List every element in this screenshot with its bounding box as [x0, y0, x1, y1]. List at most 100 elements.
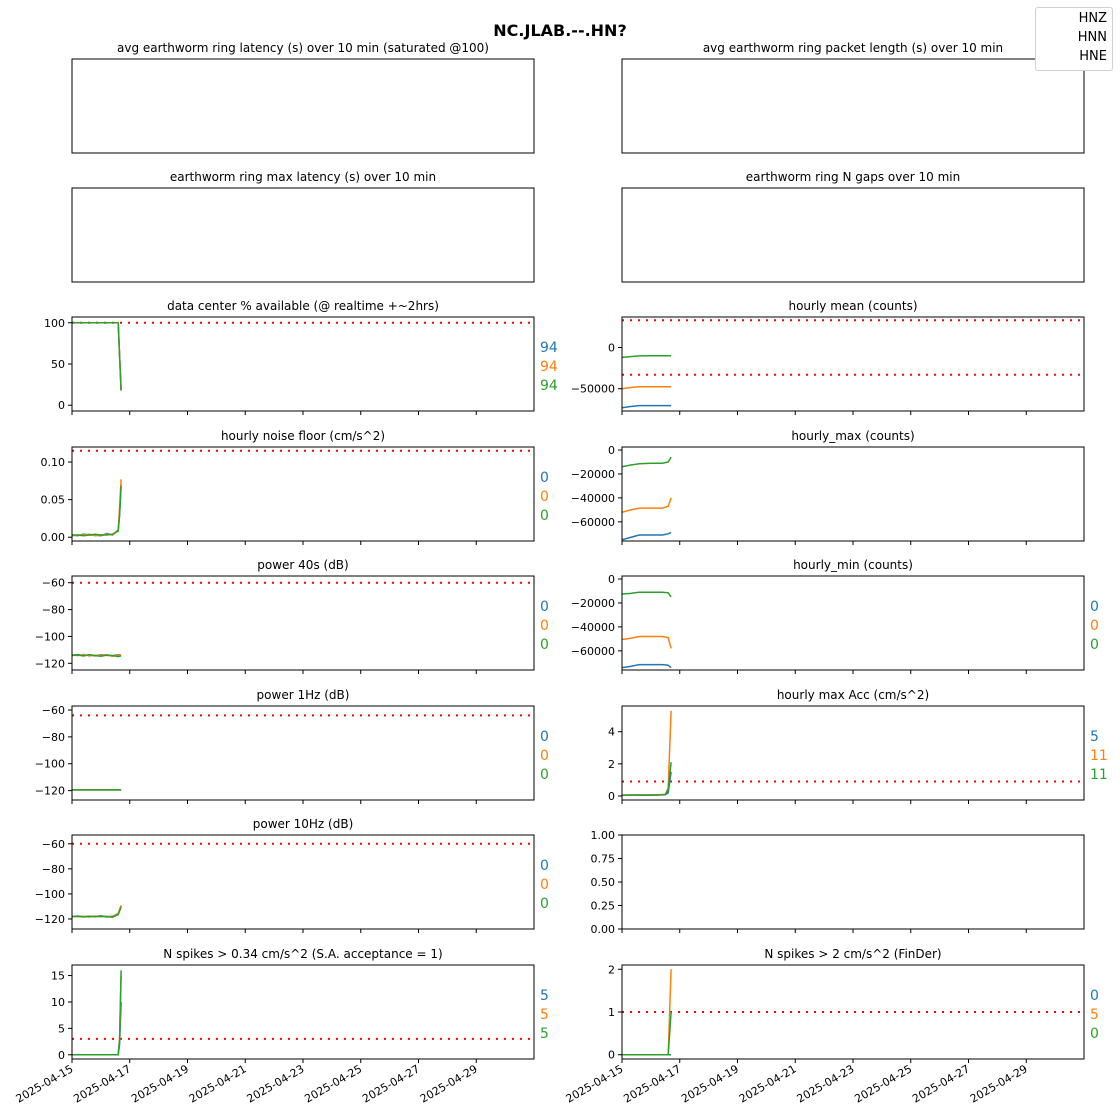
- value-label-hne: 0: [540, 767, 549, 783]
- subplot-plot-area: [622, 456, 672, 541]
- value-label-hnn: 0: [540, 748, 549, 764]
- series-line-hne: [622, 355, 672, 359]
- value-label-hnz: 0: [540, 729, 549, 745]
- subplot-title: earthworm ring N gaps over 10 min: [746, 170, 960, 184]
- y-tick-label: 2: [608, 758, 615, 771]
- y-tick-label: 1.00: [591, 829, 616, 842]
- x-tick-label: 2025-04-29: [968, 1062, 1030, 1105]
- series-line-hnn: [622, 385, 672, 390]
- value-label-hnz: 94: [540, 340, 558, 356]
- value-label-hnz: 5: [540, 988, 549, 1004]
- y-tick-label: −80: [42, 863, 65, 876]
- y-tick-label: −50000: [571, 383, 615, 396]
- series-line-hnn: [622, 635, 672, 649]
- subplot-title: hourly max Acc (cm/s^2): [777, 688, 929, 702]
- value-label-hnn: 0: [540, 877, 549, 893]
- subplot-4: earthworm ring N gaps over 10 min: [621, 170, 1085, 283]
- axes-frame: [621, 58, 1085, 154]
- x-tick-label: 2025-04-19: [129, 1062, 191, 1105]
- x-tick-label: 2025-04-25: [302, 1062, 364, 1105]
- subplot-title: hourly mean (counts): [788, 299, 917, 313]
- value-label-hnn: 0: [1090, 618, 1099, 634]
- value-label-hne: 0: [540, 508, 549, 524]
- axes-frame: [621, 964, 1085, 1060]
- subplot-10: hourly_min (counts) −60000 −40000 −20000 0 0 0…: [571, 558, 1099, 674]
- x-tick-label: 2025-04-23: [795, 1062, 857, 1105]
- series-line-hnn: [622, 710, 672, 796]
- subplot-title: power 10Hz (dB): [253, 817, 354, 831]
- subplot-plot-area: [72, 321, 534, 391]
- series-line-hnn: [72, 322, 122, 391]
- subplot-16: N spikes > 2 cm/s^2 (FinDer) 0 1 2 2025-04-1…: [564, 947, 1099, 1106]
- series-line-hne: [622, 591, 672, 598]
- value-label-hne: 0: [540, 637, 549, 653]
- series-line-hnz: [622, 531, 672, 541]
- x-tick-label: 2025-04-17: [71, 1062, 133, 1105]
- y-tick-label: 0: [608, 790, 615, 803]
- value-label-hne: 11: [1090, 767, 1108, 783]
- subplot-6: hourly mean (counts) −50000 0: [571, 299, 1085, 415]
- axes-frame: [621, 705, 1085, 801]
- y-tick-label: −120: [35, 657, 65, 670]
- axes-frame: [621, 834, 1085, 930]
- y-tick-label: −20000: [571, 597, 615, 610]
- value-label-hnn: 5: [540, 1007, 549, 1023]
- subplot-title: hourly_min (counts): [793, 558, 913, 572]
- series-line-hnz: [622, 771, 672, 796]
- subplot-12: hourly max Acc (cm/s^2) 0 2 4 5 11 11: [608, 688, 1108, 804]
- y-tick-label: 0.10: [41, 456, 66, 469]
- y-tick-label: 0.75: [591, 853, 616, 866]
- y-tick-label: −100: [35, 888, 65, 901]
- subplot-title: data center % available (@ realtime +~2h…: [167, 299, 439, 313]
- subplot-plot-area: [622, 319, 1084, 409]
- y-tick-label: −60000: [571, 516, 615, 529]
- x-tick-label: 2025-04-27: [360, 1062, 422, 1105]
- value-label-hnz: 0: [540, 599, 549, 615]
- axes-frame: [71, 58, 535, 154]
- subplot-plot-area: [622, 710, 1084, 796]
- subplot-plot-area: [622, 591, 672, 669]
- axes-frame: [71, 964, 535, 1060]
- value-label-hnn: 5: [1090, 1007, 1099, 1023]
- legend-item-hnn: HNN: [1077, 30, 1107, 45]
- subplot-5: data center % available (@ realtime +~2h…: [44, 299, 558, 415]
- y-tick-label: −120: [35, 785, 65, 798]
- series-line-hne: [622, 456, 672, 468]
- y-tick-label: −20000: [571, 468, 615, 481]
- series-line-hnz: [622, 404, 672, 409]
- x-tick-label: 2025-04-23: [245, 1062, 307, 1105]
- axes-frame: [71, 705, 535, 801]
- y-tick-label: 5: [58, 1022, 65, 1035]
- subplot-7: hourly noise floor (cm/s^2) 0.00 0.05 0.10 0…: [41, 429, 549, 545]
- value-label-hnz: 0: [540, 858, 549, 874]
- y-tick-label: 0.50: [591, 876, 616, 889]
- x-tick-label: 2025-04-27: [910, 1062, 972, 1105]
- y-tick-label: 15: [51, 970, 65, 983]
- subplot-9: power 40s (dB) −120 −100 −80 −60 0 0 0: [35, 558, 549, 674]
- x-tick-label: 2025-04-29: [418, 1062, 480, 1105]
- series-line-hne: [72, 906, 122, 918]
- value-label-hnn: 0: [540, 489, 549, 505]
- series-line-hnn: [72, 479, 122, 537]
- y-tick-label: 0.25: [591, 900, 616, 913]
- value-label-hnn: 94: [540, 359, 558, 375]
- subplot-1: avg earthworm ring latency (s) over 10 m…: [71, 41, 535, 154]
- value-label-hnz: 0: [540, 470, 549, 486]
- axes-frame: [71, 834, 535, 930]
- subplot-title: hourly_max (counts): [791, 429, 914, 443]
- x-tick-label: 2025-04-21: [737, 1062, 799, 1105]
- value-label-hnz: 0: [1090, 988, 1099, 1004]
- axes-frame: [71, 575, 535, 671]
- value-label-hnn: 0: [540, 618, 549, 634]
- y-tick-label: −60000: [571, 645, 615, 658]
- axes-frame: [71, 187, 535, 283]
- subplot-2: avg earthworm ring packet length (s) ove…: [621, 41, 1085, 154]
- x-tick-label: 2025-04-25: [852, 1062, 914, 1105]
- x-tick-label: 2025-04-21: [187, 1062, 249, 1105]
- axes-frame: [621, 187, 1085, 283]
- subplot-plot-area: [72, 449, 534, 537]
- x-tick-label: 2025-04-17: [621, 1062, 683, 1105]
- y-tick-label: −80: [42, 731, 65, 744]
- subplot-13: power 10Hz (dB) −120 −100 −80 −60 0 0 0: [35, 817, 549, 933]
- figure-title: NC.JLAB.--.HN?: [493, 21, 626, 40]
